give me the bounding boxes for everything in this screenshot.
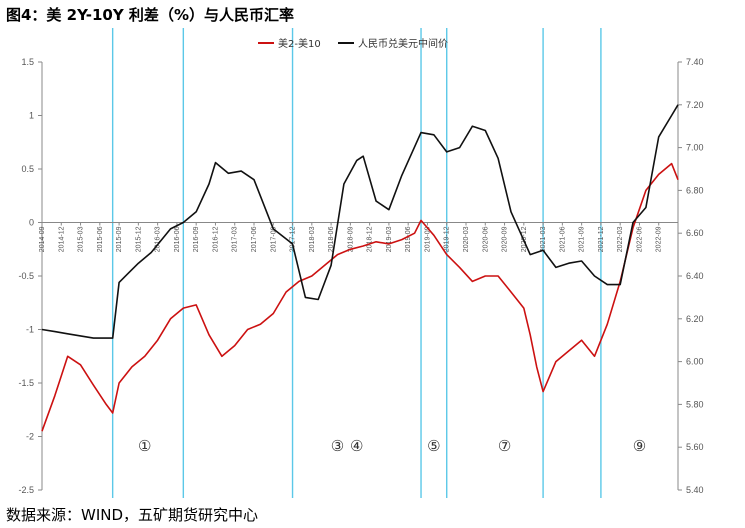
x-tick-label: 2022-03 <box>617 226 624 252</box>
x-tick-label: 2017-06 <box>251 226 258 252</box>
right-tick-label: 7.40 <box>686 57 704 67</box>
left-tick-label: 1 <box>29 111 34 121</box>
event-marker: ④ <box>350 437 363 455</box>
right-tick-label: 6.40 <box>686 271 704 281</box>
x-tick-label: 2014-09 <box>39 226 46 252</box>
x-tick-label: 2020-12 <box>521 226 528 252</box>
legend-label: 美2-美10 <box>278 37 321 50</box>
x-tick-label: 2016-03 <box>155 226 162 252</box>
x-tick-label: 2018-03 <box>309 226 316 252</box>
x-tick-label: 2019-09 <box>424 226 431 252</box>
left-tick-label: -1.5 <box>18 378 34 388</box>
series-line-fx <box>41 104 679 339</box>
event-marker: ① <box>138 437 151 455</box>
event-marker: ⑤ <box>427 437 440 455</box>
right-tick-label: 6.20 <box>686 314 704 324</box>
x-tick-label: 2021-12 <box>598 226 605 252</box>
left-tick-label: 0 <box>29 218 34 228</box>
event-lines <box>111 28 602 498</box>
x-tick-label: 2019-06 <box>405 226 412 252</box>
axes: 1.5 1 0.5 0 -0.5 -1 -1.5 -2 -2.5 7.40 7.20 7.00 6.80… <box>18 57 703 495</box>
event-marker: ⑦ <box>498 437 511 455</box>
x-tick-label: 2019-12 <box>444 226 451 252</box>
x-tick-label: 2015-03 <box>78 226 85 252</box>
right-tick-label: 5.80 <box>686 399 704 409</box>
x-tick-label: 2020-09 <box>502 226 509 252</box>
x-tick-label: 2015-06 <box>97 226 104 252</box>
left-tick-label: -1 <box>26 325 34 335</box>
x-tick-label: 2016-06 <box>174 226 181 252</box>
left-tick-label: -2 <box>26 432 34 442</box>
left-tick-label: -0.5 <box>18 271 34 281</box>
x-tick-label: 2018-06 <box>328 226 335 252</box>
x-tick-label: 2021-09 <box>579 226 586 252</box>
x-tick-label: 2017-03 <box>232 226 239 252</box>
x-tick-label: 2019-03 <box>386 226 393 252</box>
x-tick-label: 2016-09 <box>193 226 200 252</box>
left-tick-label: 1.5 <box>21 57 34 67</box>
x-tick-label: 2016-12 <box>212 226 219 252</box>
right-tick-label: 7.00 <box>686 143 704 153</box>
right-tick-label: 6.80 <box>686 185 704 195</box>
right-tick-label: 5.40 <box>686 485 704 495</box>
x-tick-label: 2022-06 <box>636 226 643 252</box>
x-tick-label: 2015-12 <box>135 226 142 252</box>
right-tick-label: 6.00 <box>686 357 704 367</box>
event-marker: ③ <box>331 437 344 455</box>
source-note: 数据来源：WIND，五矿期货研究中心 <box>6 506 259 524</box>
x-tick-label: 2020-03 <box>463 226 470 252</box>
x-tick-label: 2017-09 <box>270 226 277 252</box>
right-tick-label: 5.60 <box>686 442 704 452</box>
x-tick-label: 2017-12 <box>290 226 297 252</box>
x-tick-label: 2014-12 <box>58 226 65 252</box>
x-tick-label: 2018-12 <box>367 226 374 252</box>
left-tick-label: -2.5 <box>18 485 34 495</box>
series-lines <box>41 104 679 432</box>
x-tick-label: 2021-06 <box>559 226 566 252</box>
x-tick-label: 2022-09 <box>656 226 663 252</box>
x-tick-label: 2020-06 <box>482 226 489 252</box>
left-tick-label: 0.5 <box>21 164 34 174</box>
event-marker: ⑨ <box>633 437 646 455</box>
x-tick-label: 2018-09 <box>347 226 354 252</box>
series-line-spread <box>41 162 679 432</box>
legend: 美2-美10 人民币兑美元中间价 <box>258 37 448 50</box>
right-tick-label: 6.60 <box>686 228 704 238</box>
x-tick-label: 2015-09 <box>116 226 123 252</box>
legend-label: 人民币兑美元中间价 <box>358 37 448 50</box>
right-tick-label: 7.20 <box>686 100 704 110</box>
x-tick-label: 2021-03 <box>540 226 547 252</box>
chart-title: 图4：美 2Y-10Y 利差（%）与人民币汇率 <box>6 6 294 24</box>
